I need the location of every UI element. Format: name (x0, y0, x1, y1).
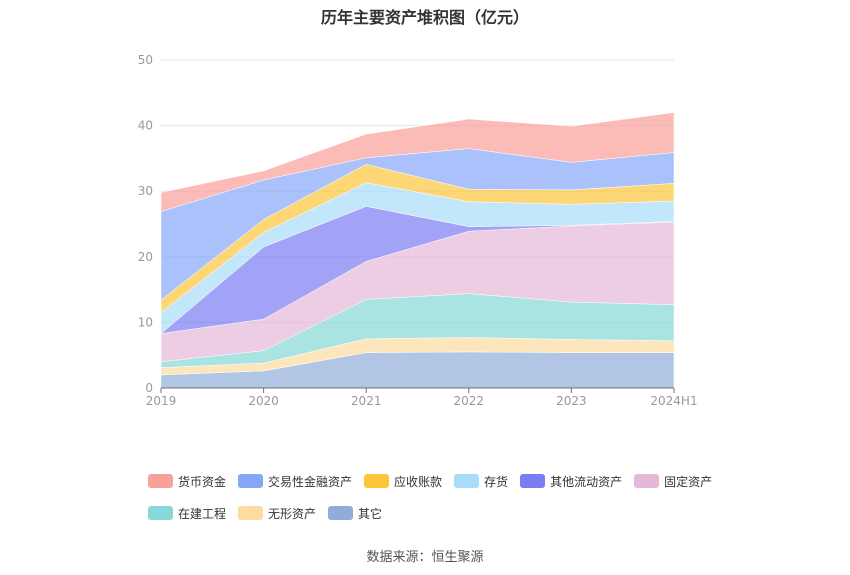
legend-swatch (328, 506, 354, 520)
y-tick-label: 30 (138, 184, 153, 198)
legend-label: 其他流动资产 (550, 474, 623, 489)
legend-swatch (364, 474, 390, 488)
y-tick-label: 10 (138, 315, 153, 329)
legend-swatch (520, 474, 546, 488)
chart-title: 历年主要资产堆积图（亿元） (320, 8, 529, 27)
legend-item[interactable]: 货币资金 (148, 473, 226, 489)
legend-item[interactable]: 其他流动资产 (520, 473, 622, 489)
y-tick-label: 20 (138, 250, 153, 264)
area-8 (160, 112, 675, 212)
legend-item[interactable]: 存货 (454, 473, 508, 489)
source-note: 数据来源：恒生聚源 (366, 550, 484, 565)
stacked-area-chart: 0 10 20 30 40 50 2019 2020 2021 2022 2023 2024H1 (138, 53, 698, 408)
y-tick-label: 40 (138, 119, 153, 133)
y-tick-label: 0 (145, 381, 153, 395)
legend-item[interactable]: 固定资产 (634, 473, 712, 489)
legend-item[interactable]: 应收账款 (364, 473, 442, 489)
legend-swatch (238, 506, 264, 520)
legend-label: 无形资产 (268, 506, 317, 521)
x-tick-label: 2019 (146, 394, 177, 408)
x-tick-label: 2023 (556, 394, 587, 408)
legend: 货币资金 交易性金融资产 应收账款 存货 其他流动资产 固定资产在建工程 无形资产 其它 (148, 473, 728, 521)
legend-label: 货币资金 (178, 474, 227, 489)
x-tick-label: 2024H1 (650, 394, 697, 408)
legend-swatch (148, 506, 173, 520)
legend-label: 应收账款 (394, 474, 443, 489)
legend-label: 固定资产 (664, 474, 713, 489)
legend-item[interactable]: 在建工程 (148, 505, 226, 521)
legend-label: 存货 (484, 474, 509, 489)
legend-swatch (238, 474, 264, 488)
legend-swatch (454, 474, 480, 488)
legend-item[interactable]: 交易性金融资产 (238, 473, 352, 489)
y-tick-label: 50 (138, 53, 153, 67)
legend-item[interactable]: 无形资产 (238, 505, 316, 521)
legend-swatch (148, 474, 173, 488)
legend-label: 交易性金融资产 (268, 474, 353, 489)
x-tick-label: 2022 (454, 394, 485, 408)
legend-swatch (634, 474, 660, 488)
legend-label: 在建工程 (178, 506, 227, 521)
x-tick-label: 2021 (351, 394, 382, 408)
legend-label: 其它 (358, 506, 383, 521)
x-tick-label: 2020 (248, 394, 279, 408)
legend-item[interactable]: 其它 (328, 505, 382, 521)
